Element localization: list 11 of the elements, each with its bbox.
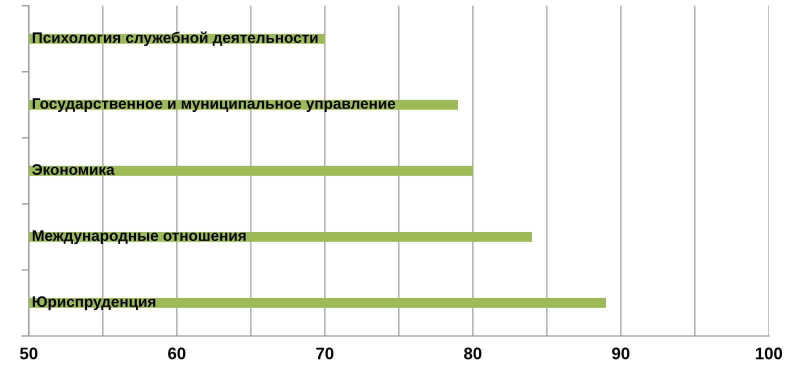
- y-tick-label: Психология служебной деятельности: [32, 32, 318, 46]
- y-tick-label: Экономика: [32, 164, 115, 175]
- x-tick-label: 100: [756, 348, 782, 360]
- y-tick-label: Юриспруденция: [32, 296, 156, 310]
- x-tick-label: 60: [168, 348, 186, 360]
- y-tick-label: Государственное и муниципальное управление: [32, 98, 396, 112]
- x-tick-label: 70: [316, 348, 334, 360]
- y-tick-label: Международные отношения: [32, 230, 246, 244]
- x-tick-label: 90: [612, 348, 630, 360]
- x-tick-label: 80: [464, 348, 482, 360]
- x-tick-label: 50: [20, 348, 38, 360]
